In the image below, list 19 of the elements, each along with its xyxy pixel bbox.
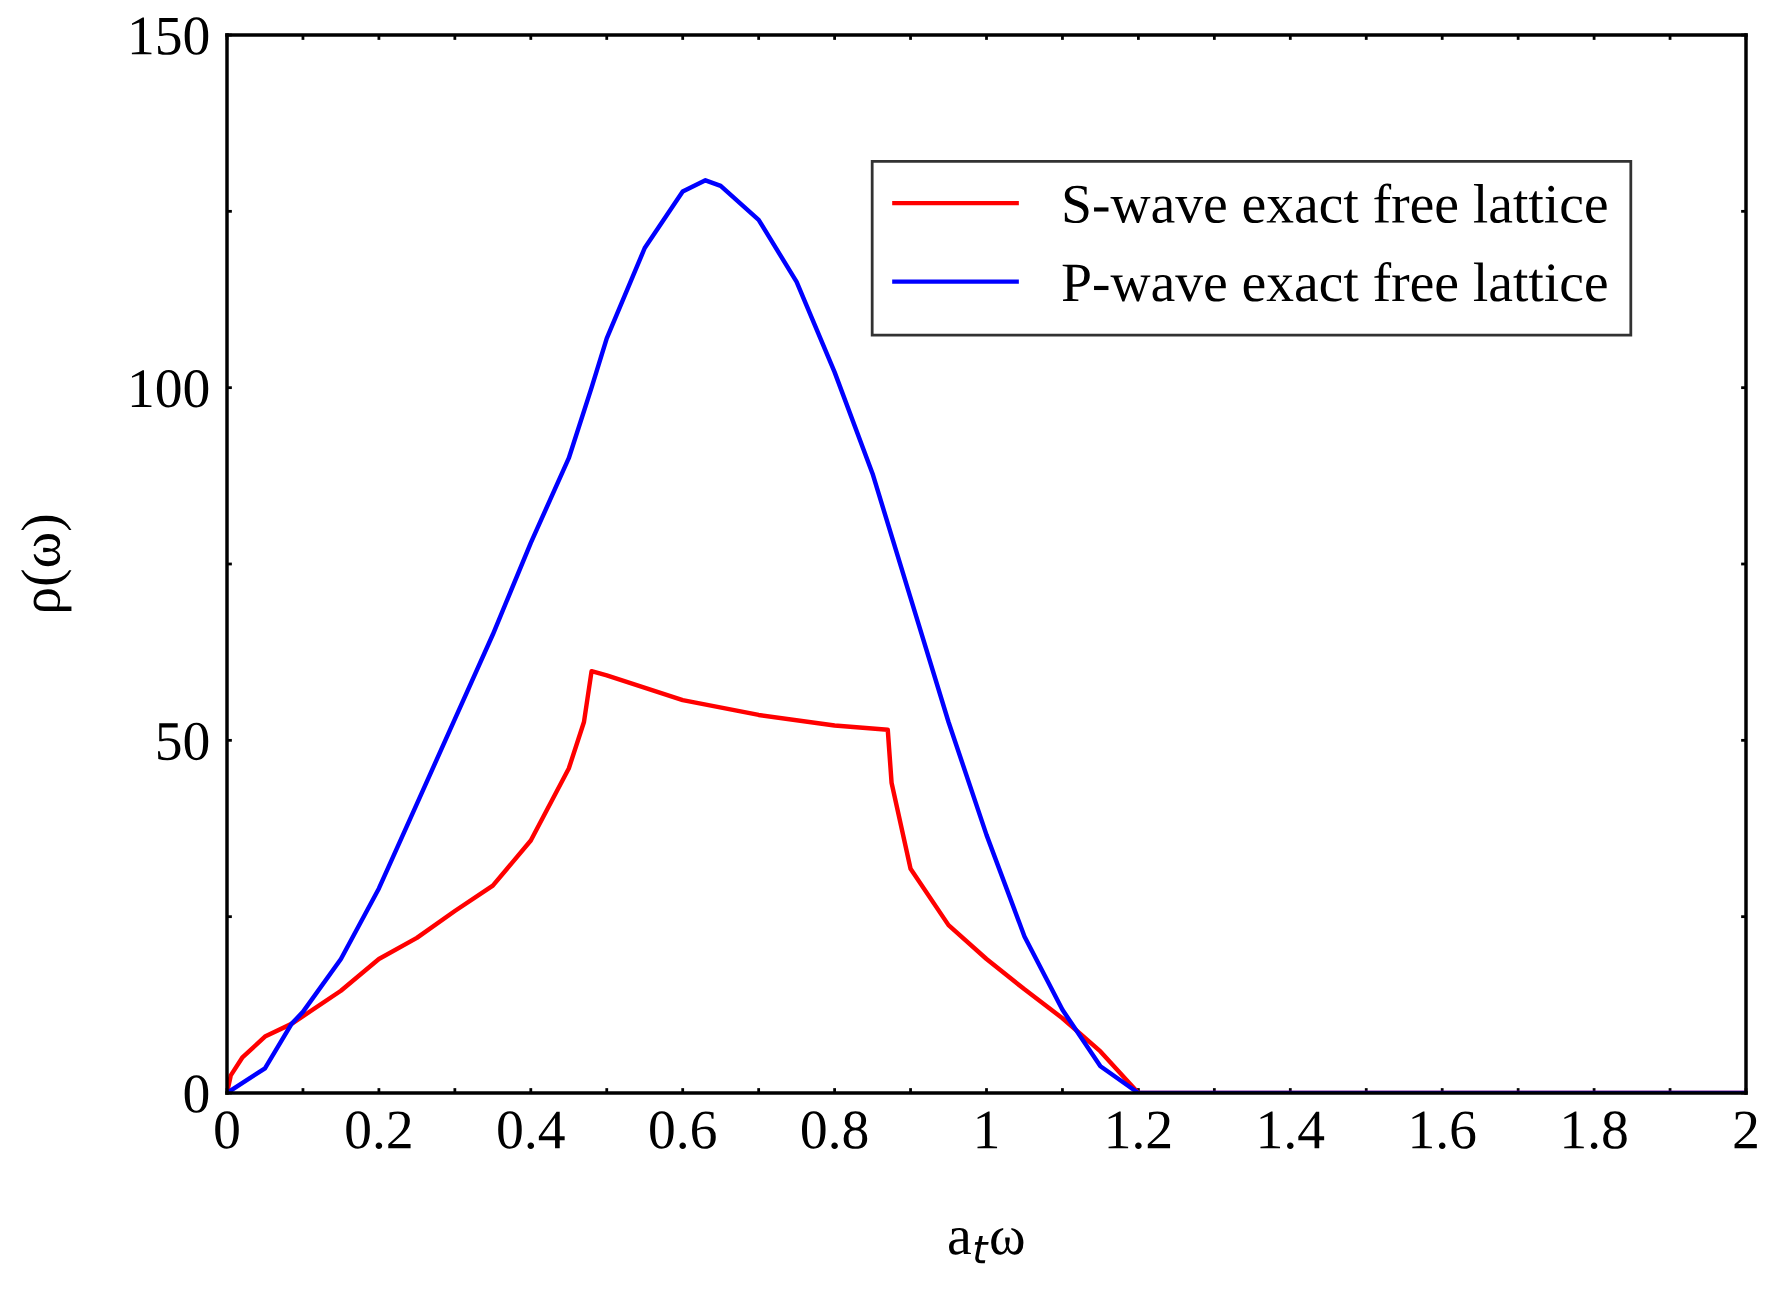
legend-label: S-wave exact free lattice bbox=[1064, 183, 1607, 224]
x-tick-label: 1 bbox=[977, 1111, 998, 1149]
x-tick-label: 0.8 bbox=[802, 1111, 868, 1150]
y-tick-label: 50 bbox=[158, 722, 209, 761]
x-tick-label: 0.2 bbox=[346, 1111, 411, 1150]
y-tick-label: 0 bbox=[184, 1075, 209, 1113]
x-tick-label: 1.2 bbox=[1108, 1111, 1171, 1150]
x-tick-label: 0.4 bbox=[498, 1111, 565, 1150]
x-tick-label: 1.4 bbox=[1260, 1111, 1325, 1150]
x-tick-label: 0.6 bbox=[650, 1111, 716, 1150]
x-axis-title: a$_{t}$ω bbox=[949, 1228, 1024, 1264]
x-tick-label: 1.8 bbox=[1564, 1111, 1627, 1150]
x-tick-label: 1.6 bbox=[1412, 1111, 1476, 1150]
legend-label: P-wave exact free lattice bbox=[1062, 261, 1607, 302]
y-tick-label: 150 bbox=[131, 17, 209, 55]
x-tick-label: 0 bbox=[215, 1111, 239, 1149]
y-tick-label: 100 bbox=[131, 370, 209, 408]
y-axis-title: ρ(ω) bbox=[21, 515, 72, 612]
x-tick-label: 2 bbox=[1734, 1111, 1757, 1149]
